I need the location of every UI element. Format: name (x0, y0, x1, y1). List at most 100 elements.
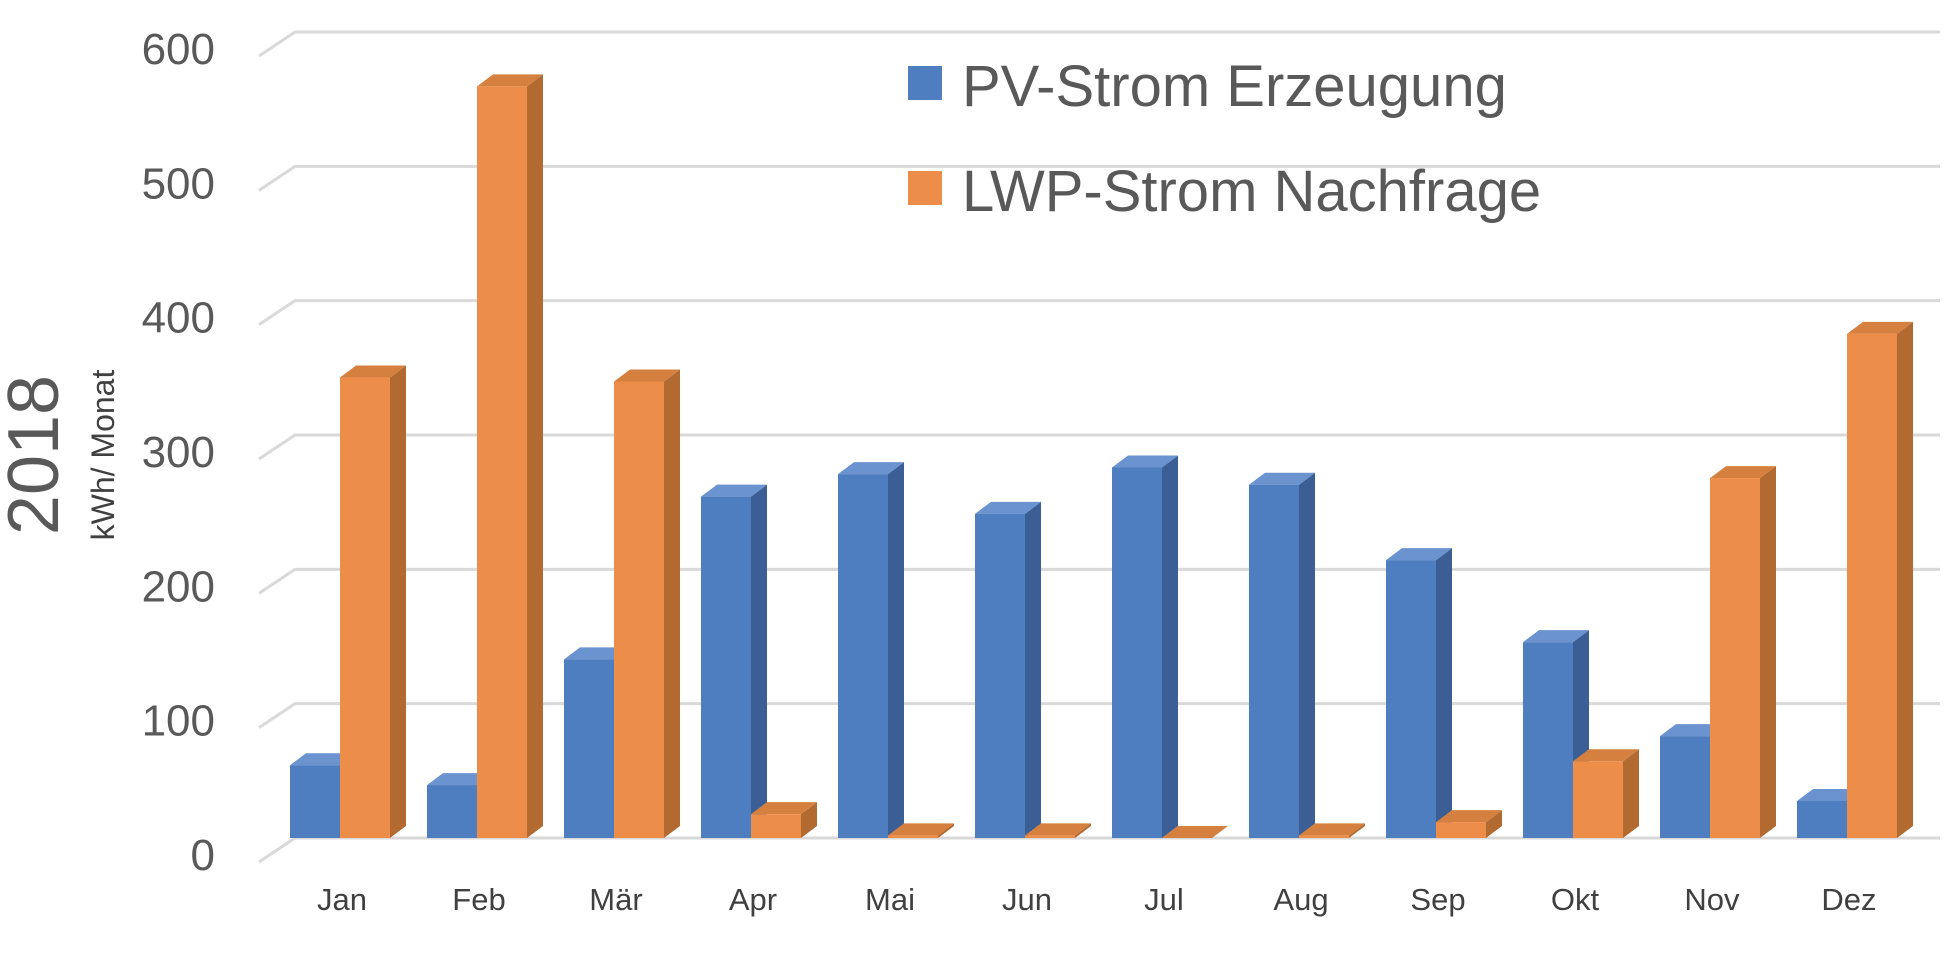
x-tick-label: Nov (1684, 882, 1740, 917)
bar-side-lwp-Dez (1897, 321, 1913, 838)
bar-top-lwp-Dez (1847, 321, 1913, 334)
bar-side-lwp-Nov (1760, 466, 1776, 838)
bar-top-lwp-Mär (614, 369, 680, 382)
bar-top-lwp-Mai (888, 823, 954, 836)
bar-side-pv-Aug (1299, 472, 1315, 838)
x-tick-label: Jan (317, 882, 367, 917)
x-tick-label: Okt (1551, 882, 1600, 917)
y-axis-ticks: 0 100 200 300 400 500 600 (142, 25, 215, 880)
bar-top-pv-Mär (564, 647, 630, 660)
bar-side-pv-Jul (1162, 455, 1178, 838)
bar-lwp-Okt (1573, 761, 1623, 838)
bar-side-lwp-Sep (1486, 810, 1502, 838)
y-tick-label: 100 (142, 697, 215, 746)
legend-swatch-lwp (908, 171, 942, 205)
bar-top-pv-Feb (427, 773, 493, 786)
bar-side-pv-Mai (888, 462, 904, 838)
bar-pv-Apr (701, 496, 751, 838)
x-tick-label: Sep (1410, 882, 1465, 917)
bar-lwp-Dez (1847, 333, 1897, 838)
bar-top-pv-Dez (1797, 788, 1863, 801)
gridlines (258, 30, 1940, 864)
x-tick-label: Jun (1002, 882, 1052, 917)
bar-pv-Jun (975, 513, 1025, 838)
bar-lwp-Mai (888, 835, 938, 838)
bar-side-pv-Sep (1436, 548, 1452, 838)
bar-side-lwp-Mai (938, 823, 954, 838)
bar-pv-Sep (1386, 560, 1436, 838)
gridline (258, 836, 1940, 864)
bar-top-lwp-Feb (477, 74, 543, 87)
gridline (258, 299, 1940, 326)
bar-top-lwp-Nov (1710, 466, 1776, 479)
y-tick-label: 400 (142, 294, 215, 343)
bar-top-lwp-Jan (340, 365, 406, 378)
gridline (258, 30, 1940, 58)
bars (290, 74, 1913, 838)
bar-side-pv-Apr (751, 484, 767, 838)
x-tick-label: Feb (452, 882, 505, 917)
x-tick-label: Mär (589, 882, 642, 917)
bar-top-lwp-Aug (1299, 823, 1365, 836)
bar-lwp-Aug (1299, 835, 1349, 838)
bar-lwp-Mär (614, 381, 664, 838)
gridline (258, 433, 1940, 461)
year-label: 2018 (0, 375, 74, 535)
bar-top-lwp-Apr (751, 802, 817, 815)
bar-top-pv-Jun (975, 501, 1041, 514)
bar-pv-Dez (1797, 800, 1847, 838)
bar-lwp-Nov (1710, 478, 1760, 838)
bar-top-pv-Jul (1112, 455, 1178, 468)
bar-pv-Jan (290, 765, 340, 838)
bar-top-lwp-Okt (1573, 749, 1639, 762)
x-tick-label: Dez (1821, 882, 1876, 917)
bar-side-lwp-Okt (1623, 749, 1639, 838)
bar-side-lwp-Jun (1075, 823, 1091, 838)
y-tick-label: 200 (142, 562, 215, 611)
bar-top-pv-Nov (1660, 724, 1726, 737)
bar-top-pv-Apr (701, 484, 767, 497)
bar-pv-Mai (838, 474, 888, 838)
x-tick-label: Apr (729, 882, 777, 917)
bar-top-pv-Jan (290, 753, 356, 766)
bar-lwp-Feb (477, 86, 527, 838)
bar-lwp-Sep (1436, 822, 1486, 838)
bar-top-lwp-Jun (1025, 823, 1091, 836)
x-tick-label: Mai (865, 882, 915, 917)
bar-top-pv-Aug (1249, 472, 1315, 485)
bar-side-lwp-Aug (1349, 823, 1365, 838)
bar-pv-Jul (1112, 467, 1162, 838)
legend-swatch-pv (908, 66, 942, 100)
bar-side-pv-Jun (1025, 501, 1041, 838)
bar-lwp-Jun (1025, 835, 1075, 838)
bar-pv-Okt (1523, 642, 1573, 838)
y-tick-label: 0 (191, 831, 215, 880)
bar-top-pv-Mai (838, 462, 904, 475)
legend: PV-Strom Erzeugung LWP-Strom Nachfrage (908, 54, 1541, 224)
bar-lwp-Apr (751, 814, 801, 838)
y-tick-label: 500 (142, 159, 215, 208)
gridline (258, 164, 1940, 192)
y-tick-label: 600 (142, 25, 215, 74)
x-axis-ticks: Jan Feb Mär Apr Mai Jun Jul Aug Sep Okt Nov Dez (317, 882, 1877, 917)
bar-pv-Nov (1660, 736, 1710, 838)
bar-side-lwp-Mär (664, 369, 680, 838)
bar-top-lwp-Jul (1162, 826, 1228, 838)
legend-label-pv: PV-Strom Erzeugung (962, 54, 1507, 119)
bar-top-pv-Okt (1523, 630, 1589, 643)
bar-side-lwp-Apr (801, 802, 817, 838)
bar-top-lwp-Sep (1436, 810, 1502, 823)
bar-pv-Mär (564, 659, 614, 838)
bar-lwp-Jan (340, 377, 390, 838)
y-tick-label: 300 (142, 428, 215, 477)
y-axis-label: kWh/ Monat (85, 370, 121, 541)
bar-pv-Feb (427, 785, 477, 838)
x-tick-label: Aug (1273, 882, 1328, 917)
x-tick-label: Jul (1144, 882, 1184, 917)
bar-pv-Aug (1249, 484, 1299, 838)
legend-label-lwp: LWP-Strom Nachfrage (962, 159, 1541, 224)
bar-side-lwp-Jan (390, 365, 406, 838)
bar-side-lwp-Feb (527, 74, 543, 838)
bar-top-pv-Sep (1386, 548, 1452, 561)
